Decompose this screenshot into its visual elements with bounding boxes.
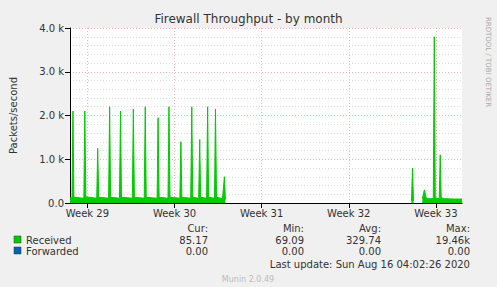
svg-text:Packets/second: Packets/second (8, 77, 19, 154)
svg-text:Min:: Min: (283, 223, 304, 234)
svg-text:Cur:: Cur: (187, 223, 208, 234)
svg-text:Max:: Max: (446, 223, 470, 234)
svg-text:Last update: Sun Aug 16 04:02:: Last update: Sun Aug 16 04:02:26 2020 (270, 259, 470, 270)
svg-text:Week 29: Week 29 (66, 208, 109, 219)
svg-text:1.0 k: 1.0 k (39, 154, 64, 165)
svg-text:3.0 k: 3.0 k (39, 66, 64, 77)
svg-text:Avg:: Avg: (359, 223, 381, 234)
svg-text:0.00: 0.00 (448, 246, 470, 257)
svg-text:Week 32: Week 32 (327, 208, 370, 219)
svg-text:0.00: 0.00 (186, 246, 208, 257)
svg-text:69.09: 69.09 (275, 235, 304, 246)
svg-text:Week 31: Week 31 (240, 208, 283, 219)
svg-text:Forwarded: Forwarded (26, 246, 79, 257)
svg-text:0.0: 0.0 (48, 198, 64, 209)
svg-text:0.00: 0.00 (359, 246, 381, 257)
svg-text:Week 33: Week 33 (414, 208, 457, 219)
svg-text:0.00: 0.00 (282, 246, 304, 257)
svg-text:4.0 k: 4.0 k (39, 23, 64, 34)
svg-text:2.0 k: 2.0 k (39, 110, 64, 121)
svg-text:19.46k: 19.46k (436, 235, 471, 246)
svg-text:329.74: 329.74 (346, 235, 381, 246)
svg-text:Firewall Throughput - by month: Firewall Throughput - by month (154, 12, 342, 26)
svg-text:RRDTOOL / TOBI OETIKER: RRDTOOL / TOBI OETIKER (484, 17, 492, 107)
svg-text:Received: Received (26, 235, 72, 246)
svg-text:Munin 2.0.49: Munin 2.0.49 (222, 275, 274, 284)
svg-text:85.17: 85.17 (179, 235, 208, 246)
svg-text:Week 30: Week 30 (153, 208, 196, 219)
